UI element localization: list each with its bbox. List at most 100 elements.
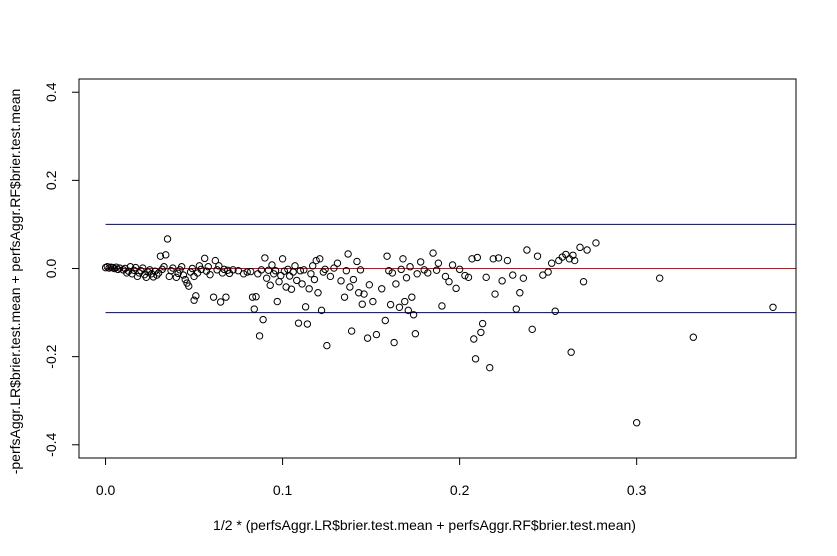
data-point <box>533 252 542 260</box>
data-point <box>769 303 777 311</box>
data-point <box>399 255 407 263</box>
data-point <box>388 269 397 277</box>
data-point <box>139 264 147 272</box>
data-point <box>321 265 329 274</box>
data-point <box>247 267 255 276</box>
data-point <box>323 341 331 350</box>
data-point <box>494 254 503 262</box>
data-point <box>477 328 485 337</box>
data-point <box>110 264 119 273</box>
data-point <box>523 246 531 254</box>
data-point <box>103 263 112 271</box>
data-point <box>151 267 159 275</box>
data-point <box>195 262 204 270</box>
data-point <box>146 266 154 274</box>
data-point <box>112 263 120 271</box>
data-point <box>144 268 152 276</box>
data-point <box>579 278 588 286</box>
data-point <box>192 292 200 300</box>
data-point <box>289 268 297 276</box>
data-point <box>381 316 389 325</box>
data-point <box>314 289 322 297</box>
data-point <box>262 274 271 282</box>
data-point <box>441 272 450 281</box>
data-point <box>243 268 251 276</box>
data-point <box>278 255 287 263</box>
y-axis-title: -perfsAggr.LR$brier.test.mean + perfsAgg… <box>7 89 23 475</box>
data-point <box>512 305 520 313</box>
data-point <box>307 270 315 278</box>
data-point <box>576 243 584 252</box>
data-point <box>186 268 195 276</box>
data-point <box>455 265 464 274</box>
data-point <box>172 273 181 282</box>
data-point <box>197 265 205 274</box>
data-point <box>193 269 202 277</box>
data-point <box>250 305 258 313</box>
data-point <box>409 311 418 319</box>
data-point <box>346 283 354 291</box>
data-point <box>369 297 377 306</box>
data-point <box>156 252 165 260</box>
data-point <box>169 264 177 272</box>
data-point <box>312 256 320 265</box>
data-point <box>301 303 310 311</box>
data-point <box>300 266 308 274</box>
data-point <box>333 259 342 267</box>
data-point <box>190 296 198 304</box>
data-point <box>583 246 591 254</box>
data-point <box>287 285 296 293</box>
data-point <box>204 263 212 271</box>
x-axis: 0.0 0.1 0.2 0.3 <box>96 457 647 498</box>
x-tick-label: 0.0 <box>96 482 116 498</box>
data-point <box>268 261 276 269</box>
data-point <box>163 235 172 243</box>
data-points <box>101 235 777 427</box>
data-point <box>294 319 303 327</box>
y-axis: -0.4 -0.2 0.0 0.2 0.4 <box>43 82 80 457</box>
data-point <box>358 300 366 308</box>
data-point <box>438 302 446 310</box>
data-point <box>363 334 372 342</box>
data-point <box>316 255 324 263</box>
data-point <box>468 255 476 263</box>
data-point <box>285 272 294 280</box>
data-point <box>234 267 243 275</box>
data-point <box>181 275 189 284</box>
data-point <box>200 254 209 263</box>
data-point <box>291 262 299 270</box>
data-point <box>116 264 124 272</box>
data-point <box>482 273 490 282</box>
data-point <box>655 274 664 282</box>
data-point <box>365 281 374 289</box>
data-point <box>383 252 391 260</box>
data-point <box>296 267 304 275</box>
data-point <box>448 261 457 269</box>
data-point <box>378 285 386 293</box>
x-tick-label: 0.3 <box>627 482 647 498</box>
data-point <box>177 263 186 271</box>
data-point <box>567 348 575 356</box>
data-point <box>340 293 349 301</box>
data-point <box>397 265 405 274</box>
data-point <box>486 363 494 372</box>
data-point <box>344 250 352 258</box>
data-point <box>355 289 363 297</box>
y-tick-label: 0.0 <box>43 259 59 279</box>
data-point <box>255 332 264 340</box>
data-point <box>213 266 221 274</box>
data-point <box>153 271 161 279</box>
data-point <box>416 258 425 266</box>
data-point <box>185 282 193 290</box>
x-tick-label: 0.2 <box>450 482 470 498</box>
data-point <box>317 306 326 315</box>
x-tick-label: 0.1 <box>273 482 293 498</box>
data-point <box>539 271 547 279</box>
data-point <box>160 263 168 271</box>
data-point <box>408 293 416 301</box>
data-point <box>131 263 140 272</box>
data-point <box>406 263 414 271</box>
data-point <box>592 239 600 247</box>
data-point <box>254 270 262 278</box>
